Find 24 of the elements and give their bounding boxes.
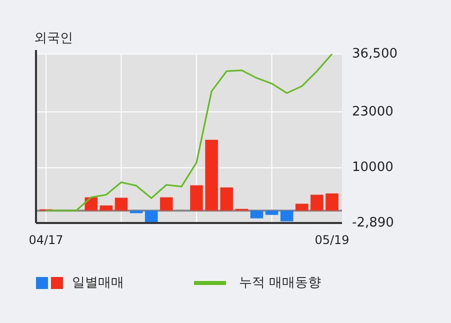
bar	[265, 210, 278, 215]
x-tick-label: 05/19	[314, 233, 350, 247]
bar	[250, 210, 264, 218]
y-tick-label: 23000	[352, 104, 394, 120]
chart-title: 외국인	[34, 31, 73, 46]
legend-label: 일별매매	[72, 276, 124, 290]
x-tick-label: 04/17	[28, 233, 64, 247]
line-series	[45, 53, 333, 212]
bar	[220, 187, 234, 211]
y-tick-label: -2,890	[352, 216, 394, 230]
bar	[160, 197, 173, 211]
bar	[130, 210, 143, 214]
bar	[310, 194, 324, 211]
legend-label: 누적 매매동향	[239, 276, 322, 290]
y-tick-label: 10000	[352, 160, 394, 176]
bar	[114, 198, 128, 211]
bar	[100, 205, 113, 211]
y-tick-label: 36,500	[352, 46, 398, 62]
bar	[190, 185, 203, 211]
bar	[326, 193, 338, 211]
bar	[205, 140, 218, 211]
bar	[295, 204, 308, 211]
bar	[280, 210, 294, 222]
bar	[144, 210, 158, 222]
